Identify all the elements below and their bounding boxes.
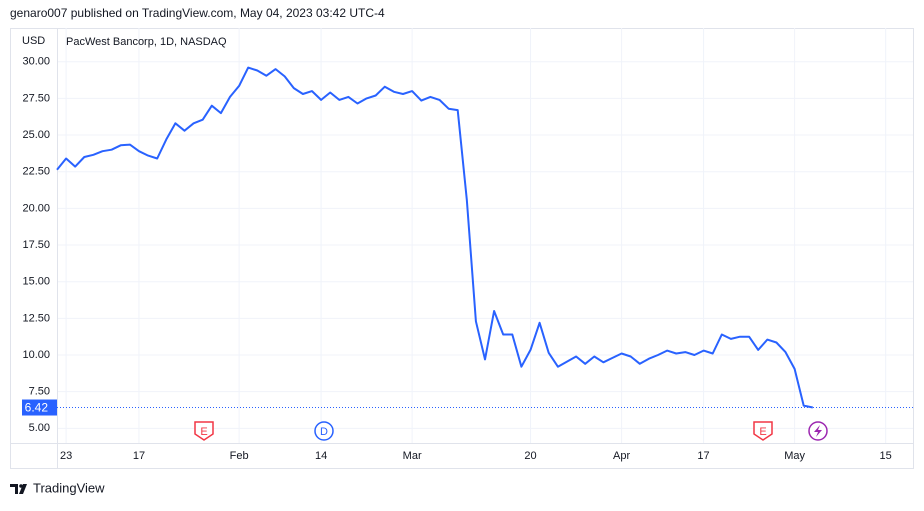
y-tick-label: 12.50 [22, 312, 50, 324]
event-marker [314, 421, 334, 441]
y-tick-label: 30.00 [22, 56, 50, 68]
chart-title: PacWest Bancorp, 1D, NASDAQ [66, 36, 227, 48]
y-tick-label: 25.00 [22, 129, 50, 141]
y-tick-label: 17.50 [22, 239, 50, 251]
y-tick-label: 22.50 [22, 166, 50, 178]
x-tick-label: Mar [403, 450, 422, 462]
event-label: E [759, 426, 766, 438]
y-tick-label: 27.50 [22, 92, 50, 104]
lightning-marker [808, 421, 828, 441]
x-tick-label: 20 [524, 450, 536, 462]
price-line [56, 66, 814, 409]
x-tick-label: Feb [230, 450, 249, 462]
y-tick-label: 20.00 [22, 202, 50, 214]
last-price-label: 6.42 [25, 401, 49, 415]
y-tick-label: 10.00 [22, 349, 50, 361]
x-tick-label: May [784, 450, 805, 462]
x-tick-label: Apr [613, 450, 630, 462]
x-tick-label: 17 [133, 450, 145, 462]
last-price-box [22, 399, 57, 416]
chart-frame [10, 28, 914, 469]
grid [57, 28, 913, 443]
event-label: E [200, 426, 207, 438]
x-tick-label: 23 [60, 450, 72, 462]
x-tick-label: 17 [697, 450, 709, 462]
y-tick-label: 5.00 [29, 422, 50, 434]
event-marker [753, 421, 773, 441]
event-label: D [320, 426, 328, 438]
header: genaro007 published on TradingView.com, … [10, 6, 385, 20]
event-marker [194, 421, 214, 441]
y-axis-label: USD [22, 35, 45, 47]
x-tick-label: 14 [315, 450, 327, 462]
y-tick-label: 15.00 [22, 276, 50, 288]
footer-logo [10, 484, 27, 494]
y-tick-label: 7.50 [29, 386, 50, 398]
x-tick-label: 15 [880, 450, 892, 462]
footer: TradingView [33, 480, 105, 495]
